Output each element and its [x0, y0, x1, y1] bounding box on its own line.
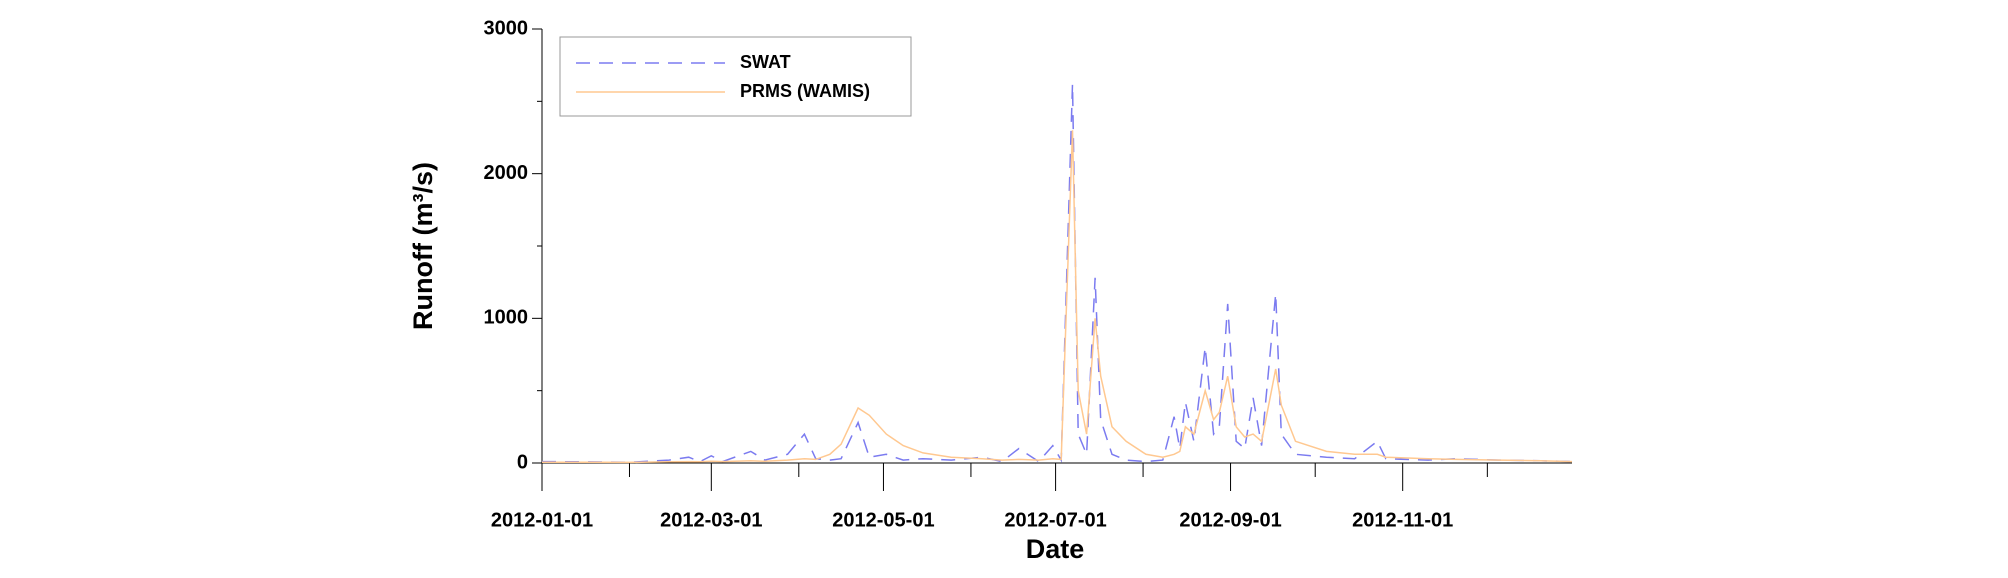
y-tick-label: 3000 — [484, 17, 529, 39]
legend-box — [559, 36, 912, 117]
x-tick-label: 2012-01-01 — [491, 509, 593, 531]
y-tick-label: 0 — [517, 451, 528, 473]
series-line — [541, 83, 1573, 464]
x-tick-label: 2012-07-01 — [1004, 509, 1106, 531]
legend-label: SWAT — [740, 52, 791, 72]
y-axis-label: Runoff (m³/s) — [408, 162, 438, 330]
series-line — [542, 130, 1573, 464]
x-tick-label: 2012-03-01 — [660, 509, 762, 531]
y-tick-label: 1000 — [484, 307, 529, 329]
legend-label: PRMS (WAMIS) — [740, 81, 870, 101]
x-axis-label: Date — [1026, 534, 1085, 564]
x-tick-label: 2012-09-01 — [1179, 509, 1281, 531]
x-tick-label: 2012-05-01 — [832, 509, 934, 531]
y-tick-label: 2000 — [484, 162, 529, 184]
x-tick-label: 2012-11-01 — [1352, 509, 1453, 531]
